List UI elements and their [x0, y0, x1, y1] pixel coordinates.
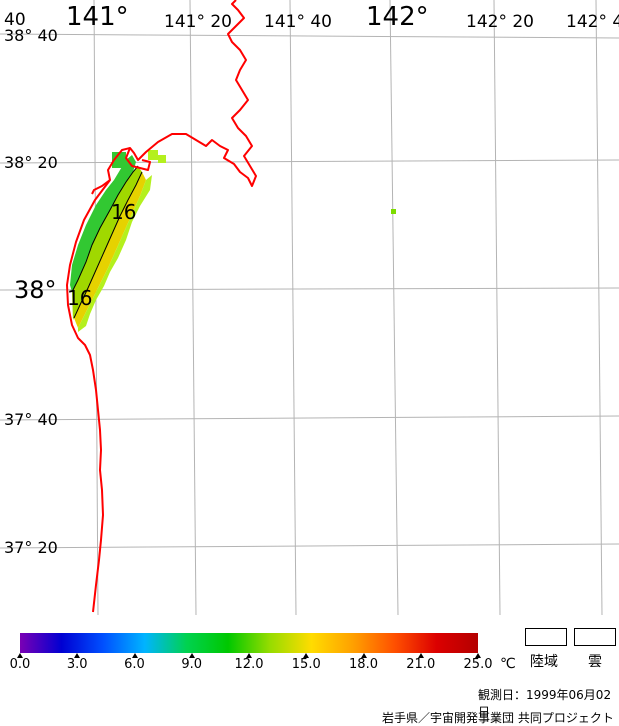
sst-zone-yellow [74, 172, 146, 328]
cloud-legend-swatch [574, 628, 616, 646]
lon-line-142-00 [389, 0, 399, 616]
lon-line-141-00 [93, 0, 99, 616]
contour-label-upper: 16 [111, 200, 137, 224]
lon-line-142-40 [595, 0, 603, 616]
isotherm-16-inner [71, 165, 139, 293]
sst-zone-yellowgreen [72, 166, 142, 320]
lat-line-38-00 [0, 287, 619, 291]
temperature-colorbar [20, 633, 478, 653]
colorbar-tick-label: 3.0 [66, 657, 88, 672]
isotherms [71, 165, 143, 319]
cloud-legend-label: 雲 [588, 654, 602, 670]
colorbar-tick-label: 12.0 [234, 657, 264, 672]
colorbar-tick-mark [74, 653, 81, 658]
sst-zone-outer [78, 175, 152, 332]
colorbar-tick-mark [246, 653, 252, 658]
colorbar-tick-mark [360, 653, 367, 658]
lat-line-37-20 [0, 543, 619, 549]
lat-label-37-40: 37° 40 [4, 410, 58, 429]
colorbar-tick-label: 9.0 [181, 657, 203, 672]
lat-label-38-00: 38° [14, 276, 57, 304]
isotherm-16-outer [73, 171, 143, 319]
colorbar-tick-label: 25.0 [463, 657, 493, 672]
colorbar-tick-mark [475, 653, 481, 658]
lon-label-141-00: 141° [66, 2, 129, 32]
lon-line-141-40 [289, 0, 297, 616]
colorbar-tick-mark [417, 653, 424, 658]
graticule [0, 0, 619, 616]
sst-patch-1 [148, 150, 158, 160]
lat-label-37-20: 37° 20 [4, 538, 58, 557]
colorbar-tick-label: 6.0 [124, 657, 145, 672]
coastline-bay [91, 147, 151, 195]
colorbar-tick-mark [131, 653, 138, 658]
lon-label-141-20: 141° 20 [164, 12, 232, 32]
lat-line-38-40 [0, 33, 619, 39]
colorbar-tick-label: 18.0 [349, 657, 378, 672]
lon-line-142-20 [493, 0, 501, 616]
lon-label-141-40: 141° 40 [264, 12, 332, 32]
sst-fill [70, 150, 396, 332]
colorbar-tick-label: 0.0 [9, 657, 31, 672]
lon-line-141-20 [189, 0, 197, 616]
sst-patch-3 [112, 152, 126, 168]
colorbar-tick-mark [17, 653, 23, 658]
lon-label-142-20: 142° 20 [466, 12, 534, 32]
sst-zone-green [70, 155, 136, 292]
coastline [66, 0, 257, 613]
lon-label-corner: 40 [4, 10, 26, 30]
project-credit: 岩手県／宇宙開発事業団 共同プロジェクト [382, 711, 614, 725]
lat-line-38-20 [0, 159, 619, 164]
contour-label-lower: 16 [67, 286, 93, 310]
colorbar-tick-label: 21.0 [406, 657, 436, 672]
colorbar-tick-mark [303, 653, 310, 658]
lon-label-142-00: 142° [366, 2, 429, 32]
lat-label-38-40: 38° 40 [4, 26, 58, 45]
observation-date: 観測日：1999年06月02日 [478, 688, 612, 719]
lat-label-38-20: 38° 20 [4, 153, 58, 172]
sst-pixel [391, 209, 396, 214]
land-legend-label: 陸域 [530, 654, 558, 670]
land-legend-swatch [525, 628, 567, 646]
sst-patch-2 [158, 155, 166, 163]
coastline-main [66, 0, 257, 613]
lat-line-37-40 [0, 415, 619, 421]
colorbar-tick-label: 15.0 [291, 657, 321, 672]
lon-label-142-40: 142° 4 [566, 12, 619, 32]
colorbar-unit: ℃ [500, 656, 516, 672]
colorbar-tick-mark [188, 653, 195, 658]
